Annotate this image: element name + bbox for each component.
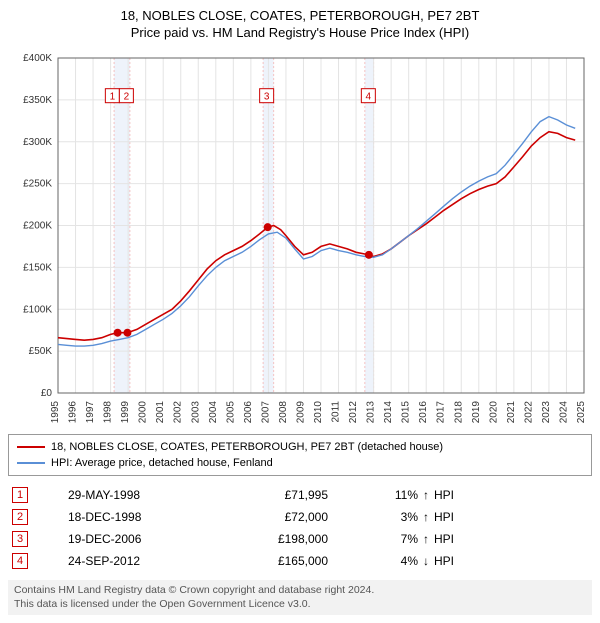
tx-marker-number: 1 bbox=[12, 487, 28, 503]
tx-hpi-label: HPI bbox=[434, 488, 474, 502]
svg-text:1996: 1996 bbox=[68, 401, 79, 424]
svg-text:2012: 2012 bbox=[348, 401, 359, 424]
svg-text:1999: 1999 bbox=[120, 401, 131, 424]
tx-date: 18-DEC-1998 bbox=[68, 510, 228, 524]
legend-swatch bbox=[17, 446, 45, 448]
attribution-footer: Contains HM Land Registry data © Crown c… bbox=[8, 580, 592, 615]
svg-text:£250K: £250K bbox=[23, 179, 52, 190]
svg-text:£150K: £150K bbox=[23, 262, 52, 273]
svg-text:2003: 2003 bbox=[190, 401, 201, 424]
svg-text:2004: 2004 bbox=[208, 401, 219, 424]
title-address: 18, NOBLES CLOSE, COATES, PETERBOROUGH, … bbox=[8, 8, 592, 23]
svg-text:2009: 2009 bbox=[295, 401, 306, 424]
svg-text:1998: 1998 bbox=[103, 401, 114, 424]
legend-item: HPI: Average price, detached house, Fenl… bbox=[17, 455, 583, 471]
svg-text:£50K: £50K bbox=[29, 346, 53, 357]
tx-marker-number: 3 bbox=[12, 531, 28, 547]
transaction-table: 129-MAY-1998£71,99511%↑HPI218-DEC-1998£7… bbox=[8, 484, 592, 572]
svg-text:2010: 2010 bbox=[313, 401, 324, 424]
legend-label: 18, NOBLES CLOSE, COATES, PETERBOROUGH, … bbox=[51, 441, 443, 453]
tx-percent: 11% bbox=[348, 488, 418, 502]
legend-label: HPI: Average price, detached house, Fenl… bbox=[51, 457, 273, 469]
svg-text:4: 4 bbox=[366, 92, 372, 103]
svg-text:2006: 2006 bbox=[243, 401, 254, 424]
svg-text:2017: 2017 bbox=[436, 401, 447, 424]
svg-text:2025: 2025 bbox=[576, 401, 587, 424]
svg-text:2001: 2001 bbox=[155, 401, 166, 424]
svg-text:£0: £0 bbox=[41, 388, 53, 399]
svg-text:2022: 2022 bbox=[523, 401, 534, 424]
tx-percent: 3% bbox=[348, 510, 418, 524]
svg-text:2007: 2007 bbox=[260, 401, 271, 424]
transaction-row: 2 18-DEC-1998£72,000 3%↑HPI bbox=[8, 506, 592, 528]
tx-percent: 7% bbox=[348, 532, 418, 546]
legend-item: 18, NOBLES CLOSE, COATES, PETERBOROUGH, … bbox=[17, 439, 583, 455]
svg-text:2016: 2016 bbox=[418, 401, 429, 424]
transaction-row: 4 24-SEP-2012£165,000 4%↓HPI bbox=[8, 550, 592, 572]
chart-svg: £0 £50K £100K £150K £200K £250K £300K £350K £400… bbox=[8, 48, 592, 428]
chart-title-block: 18, NOBLES CLOSE, COATES, PETERBOROUGH, … bbox=[8, 8, 592, 40]
svg-text:3: 3 bbox=[264, 92, 270, 103]
tx-hpi-label: HPI bbox=[434, 510, 474, 524]
svg-text:£400K: £400K bbox=[23, 53, 52, 64]
tx-date: 29-MAY-1998 bbox=[68, 488, 228, 502]
svg-text:2021: 2021 bbox=[506, 401, 517, 424]
svg-text:£350K: £350K bbox=[23, 95, 52, 106]
tx-arrow-icon: ↑ bbox=[418, 532, 434, 546]
transaction-row: 3 19-DEC-2006£198,000 7%↑HPI bbox=[8, 528, 592, 550]
legend: 18, NOBLES CLOSE, COATES, PETERBOROUGH, … bbox=[8, 434, 592, 476]
tx-price: £165,000 bbox=[228, 554, 328, 568]
tx-date: 24-SEP-2012 bbox=[68, 554, 228, 568]
tx-date: 19-DEC-2006 bbox=[68, 532, 228, 546]
title-subtitle: Price paid vs. HM Land Registry's House … bbox=[8, 25, 592, 40]
svg-text:1: 1 bbox=[110, 92, 116, 103]
svg-text:£100K: £100K bbox=[23, 304, 52, 315]
svg-text:2: 2 bbox=[124, 92, 130, 103]
tx-arrow-icon: ↑ bbox=[418, 510, 434, 524]
tx-price: £71,995 bbox=[228, 488, 328, 502]
tx-arrow-icon: ↓ bbox=[418, 554, 434, 568]
svg-text:2011: 2011 bbox=[331, 401, 342, 423]
svg-text:1995: 1995 bbox=[50, 401, 61, 424]
svg-text:2008: 2008 bbox=[278, 401, 289, 424]
svg-text:2000: 2000 bbox=[138, 401, 149, 424]
tx-arrow-icon: ↑ bbox=[418, 488, 434, 502]
svg-text:2015: 2015 bbox=[401, 401, 412, 424]
svg-text:2019: 2019 bbox=[471, 401, 482, 424]
tx-price: £198,000 bbox=[228, 532, 328, 546]
svg-text:2018: 2018 bbox=[453, 401, 464, 424]
svg-text:2020: 2020 bbox=[488, 401, 499, 424]
svg-text:1997: 1997 bbox=[85, 401, 96, 424]
footer-line1: Contains HM Land Registry data © Crown c… bbox=[14, 584, 586, 598]
svg-text:2002: 2002 bbox=[173, 401, 184, 424]
transaction-row: 1 29-MAY-1998£71,995 11%↑HPI bbox=[8, 484, 592, 506]
svg-text:2005: 2005 bbox=[225, 401, 236, 424]
svg-text:2023: 2023 bbox=[541, 401, 552, 424]
footer-line2: This data is licensed under the Open Gov… bbox=[14, 598, 586, 612]
tx-marker-number: 4 bbox=[12, 553, 28, 569]
tx-hpi-label: HPI bbox=[434, 554, 474, 568]
tx-price: £72,000 bbox=[228, 510, 328, 524]
tx-hpi-label: HPI bbox=[434, 532, 474, 546]
svg-text:2024: 2024 bbox=[558, 401, 569, 424]
legend-swatch bbox=[17, 462, 45, 464]
tx-marker-number: 2 bbox=[12, 509, 28, 525]
tx-percent: 4% bbox=[348, 554, 418, 568]
svg-text:2013: 2013 bbox=[366, 401, 377, 424]
svg-text:£200K: £200K bbox=[23, 221, 52, 232]
price-chart: £0 £50K £100K £150K £200K £250K £300K £350K £400… bbox=[8, 48, 592, 428]
svg-text:2014: 2014 bbox=[383, 401, 394, 424]
svg-text:£300K: £300K bbox=[23, 137, 52, 148]
